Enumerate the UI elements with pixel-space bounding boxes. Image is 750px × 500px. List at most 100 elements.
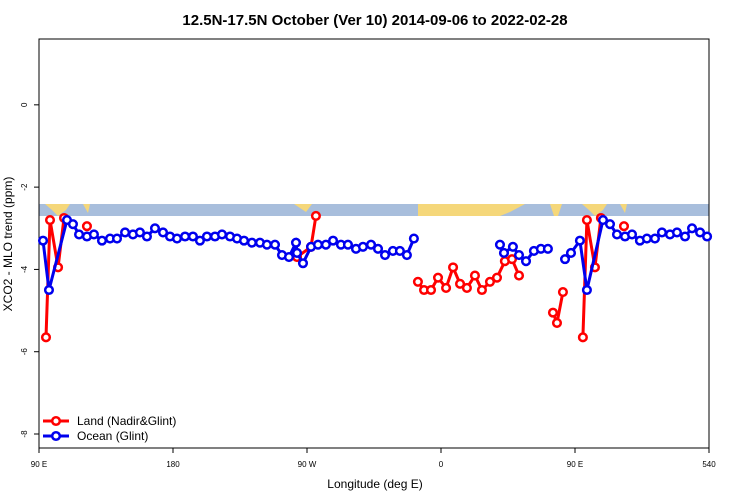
land-shape	[582, 204, 607, 216]
data-point	[379, 249, 391, 261]
data-point	[96, 235, 108, 246]
y-axis-label: XCO2 - MLO trend (ppm)	[1, 177, 15, 312]
data-point	[597, 214, 609, 226]
data-point	[312, 239, 324, 250]
data-point	[187, 231, 199, 242]
ocean-strip	[39, 204, 709, 216]
data-point	[291, 247, 303, 259]
data-point	[695, 227, 706, 238]
data-point	[310, 210, 321, 221]
data-point	[357, 241, 369, 252]
data-point	[604, 219, 616, 230]
data-point	[542, 243, 553, 254]
data-point	[498, 247, 510, 259]
data-point	[157, 227, 169, 238]
data-point	[455, 278, 466, 289]
data-point	[611, 229, 623, 240]
data-point	[149, 223, 161, 234]
data-point	[641, 233, 652, 244]
data-point	[408, 233, 419, 244]
data-point	[290, 237, 302, 248]
data-point	[283, 252, 295, 263]
data-point	[559, 254, 571, 265]
data-point	[679, 231, 691, 242]
data-point	[671, 227, 683, 238]
legend-label: Ocean (Glint)	[77, 429, 148, 443]
map-strip	[39, 204, 709, 216]
y-tick-label: -2	[20, 183, 29, 191]
legend-swatch-marker	[50, 415, 62, 427]
data-point	[649, 233, 661, 244]
data-point	[394, 245, 405, 256]
data-point	[557, 287, 568, 298]
data-point	[626, 229, 638, 240]
data-point	[111, 233, 123, 244]
data-point	[328, 235, 339, 246]
x-tick-label: 180	[166, 460, 180, 469]
legend-label: Land (Nadir&Glint)	[77, 414, 176, 428]
data-point	[494, 239, 506, 250]
y-tick-label: -4	[20, 265, 29, 273]
data-point	[577, 332, 588, 343]
data-point	[201, 231, 212, 242]
legend-swatch-marker	[50, 430, 62, 442]
data-point	[238, 235, 250, 246]
data-point	[141, 231, 152, 242]
chart-title: 12.5N-17.5N October (Ver 10) 2014-09-06 …	[182, 12, 567, 29]
data-point	[551, 317, 563, 328]
data-point	[216, 229, 228, 240]
data-point	[74, 229, 85, 240]
data-point	[547, 307, 559, 318]
data-point	[565, 247, 577, 259]
data-point	[506, 254, 518, 265]
data-point	[448, 262, 459, 273]
data-point	[44, 214, 56, 226]
y-tick-label: -8	[20, 430, 29, 438]
data-point	[342, 239, 353, 250]
data-point	[365, 239, 377, 250]
x-tick-label: 0	[439, 460, 444, 469]
x-axis-label: Longitude (deg E)	[327, 477, 422, 491]
data-point	[401, 249, 412, 261]
data-point	[37, 235, 49, 246]
data-point	[574, 235, 585, 246]
data-point	[425, 284, 437, 296]
data-point	[618, 221, 630, 232]
data-point	[432, 272, 444, 283]
data-point	[686, 223, 698, 234]
land-shape	[294, 204, 312, 212]
data-point	[134, 227, 145, 238]
data-point	[43, 284, 55, 296]
data-point	[261, 239, 272, 250]
land-shape	[83, 204, 90, 213]
data-point	[513, 270, 525, 281]
x-tick-label: 90 E	[31, 460, 47, 469]
data-point	[120, 227, 131, 238]
data-point	[491, 272, 503, 283]
data-point	[469, 270, 480, 281]
y-tick-label: 0	[20, 102, 29, 107]
data-point	[507, 241, 518, 252]
data-point	[520, 256, 532, 267]
y-tick-label: -6	[20, 348, 29, 356]
x-tick-label: 90 W	[298, 460, 317, 469]
data-point	[581, 284, 592, 296]
data-point	[88, 229, 99, 240]
data-point	[269, 239, 281, 250]
data-point	[194, 235, 205, 246]
data-point	[484, 276, 496, 287]
x-tick-label: 90 E	[567, 460, 583, 469]
data-point	[441, 282, 452, 293]
data-point	[297, 258, 309, 269]
data-point	[476, 284, 487, 296]
data-point	[180, 231, 191, 242]
land-shape	[45, 204, 70, 216]
data-point	[81, 221, 92, 232]
data-point	[412, 276, 423, 287]
data-point	[581, 214, 592, 226]
land-shape	[620, 204, 627, 213]
data-point	[513, 249, 525, 261]
data-point	[372, 243, 384, 254]
data-point	[67, 219, 78, 230]
